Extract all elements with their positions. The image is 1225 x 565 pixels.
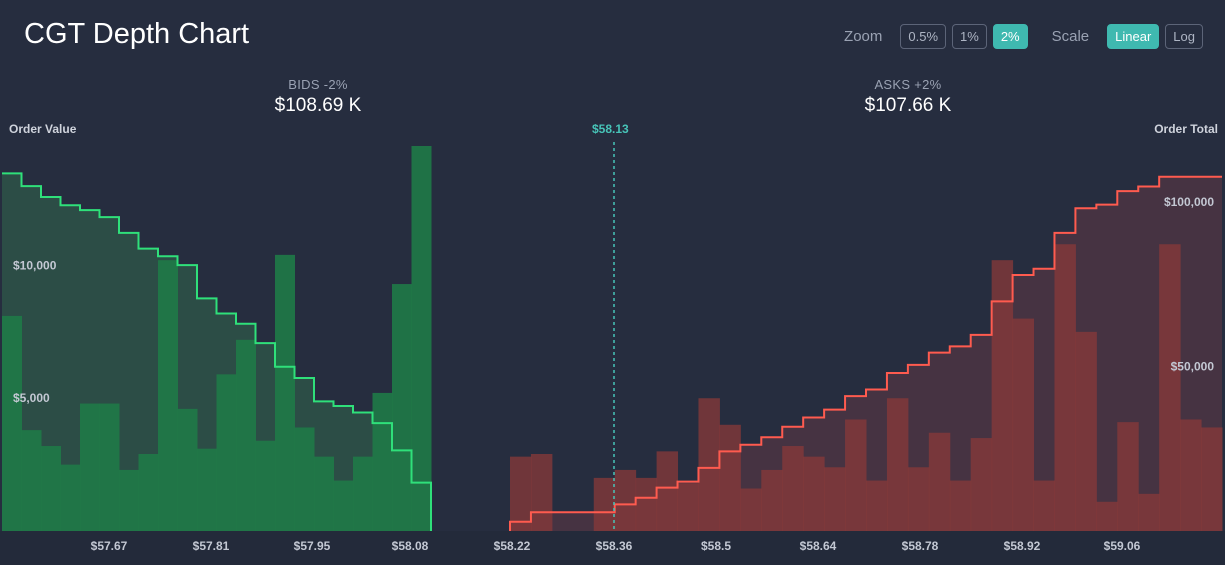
scale-log-button[interactable]: Log [1165, 24, 1203, 49]
ask-bar [698, 398, 720, 531]
ask-bar [740, 488, 762, 531]
zoom-2-button[interactable]: 2% [992, 24, 1028, 49]
left-axis-title: Order Value [9, 122, 77, 136]
bid-bar [275, 254, 295, 532]
ask-bar [1075, 331, 1097, 531]
ask-bar [1033, 480, 1055, 531]
ask-bar [656, 451, 679, 531]
bid-bar [372, 392, 393, 531]
x-axis-tick-label: $58.64 [800, 539, 837, 553]
ask-bar [1054, 244, 1076, 531]
page-title: CGT Depth Chart [24, 18, 250, 50]
ask-bar [886, 398, 909, 531]
ask-bar [824, 467, 846, 531]
asks-summary-label: ASKS +2% [874, 77, 942, 92]
bids-total-line [2, 172, 432, 531]
ask-bar [593, 477, 616, 531]
ask-bar [677, 483, 699, 531]
ask-bar [803, 456, 825, 531]
bid-bar [255, 440, 276, 531]
asks-summary-value: $107.66 K [864, 95, 952, 116]
ask-bar [1117, 422, 1139, 531]
ask-bar [991, 260, 1014, 531]
bid-bar [197, 448, 217, 531]
bid-bar [99, 403, 120, 531]
x-axis-tick-label: $58.08 [392, 539, 429, 553]
ask-bar [1159, 244, 1181, 531]
bid-bar [216, 374, 237, 531]
ask-bar [719, 424, 741, 531]
bid-bar [314, 456, 334, 531]
right-axis-title: Order Total [1154, 122, 1218, 136]
asks-total-line [509, 175, 1222, 531]
ask-bar [928, 432, 951, 531]
ask-bar [866, 480, 888, 531]
scale-linear-button[interactable]: Linear [1107, 24, 1160, 49]
x-axis-tick-label: $59.06 [1104, 539, 1141, 553]
bid-bar [411, 146, 432, 531]
bid-bar [60, 464, 81, 531]
left-axis-tick-label: $5,000 [13, 391, 50, 405]
ask-bar [761, 469, 783, 531]
bid-bar [2, 315, 22, 531]
x-axis-tick-label: $58.22 [494, 539, 531, 553]
bid-bar [236, 339, 256, 531]
bid-bar [21, 430, 42, 531]
bid-bar [294, 427, 315, 531]
zoom-label: Zoom [844, 28, 883, 45]
bid-bar [333, 480, 354, 531]
ask-bar [907, 467, 930, 531]
ask-bar [1012, 318, 1035, 531]
ask-bar [845, 419, 867, 531]
ask-bar [1138, 493, 1160, 531]
bid-bar [80, 403, 100, 531]
x-axis-tick-label: $58.5 [701, 539, 731, 553]
x-axis-tick-label: $57.67 [91, 539, 128, 553]
x-axis-tick-label: $57.95 [294, 539, 331, 553]
ask-bar [614, 469, 637, 531]
asks-summary: ASKS +2% $107.66 K [788, 77, 1028, 117]
bid-bar [119, 469, 139, 531]
bid-bar [177, 408, 198, 531]
x-axis-tick-label: $57.81 [193, 539, 230, 553]
ask-bar [949, 480, 972, 531]
bid-bar [138, 454, 159, 531]
left-axis-tick-label: $10,000 [13, 258, 57, 272]
ask-bar [530, 454, 553, 531]
zoom-0.5-button[interactable]: 0.5% [900, 24, 947, 49]
chart-controls: Zoom 0.5% 1% 2% Scale Linear Log [826, 24, 1203, 49]
bid-bar [41, 446, 61, 531]
x-axis-strip [0, 531, 1225, 565]
ask-bar [782, 446, 804, 531]
right-axis-tick-label: $100,000 [1164, 195, 1214, 209]
mid-price-label: $58.13 [592, 122, 629, 136]
bid-bar [158, 260, 178, 531]
ask-bar [1180, 419, 1202, 531]
zoom-1-button[interactable]: 1% [952, 24, 987, 49]
right-axis-tick-label: $50,000 [1171, 359, 1215, 373]
ask-bar [1201, 427, 1223, 531]
ask-bar [1096, 501, 1118, 531]
ask-bar [970, 438, 993, 531]
x-axis-tick-label: $58.78 [902, 539, 939, 553]
bid-bar [353, 456, 373, 531]
bids-summary: BIDS -2% $108.69 K [198, 77, 438, 117]
bids-summary-label: BIDS -2% [288, 77, 348, 92]
asks-total-area [510, 176, 1222, 531]
bid-bar [392, 284, 412, 531]
ask-bar [635, 477, 658, 531]
x-axis-tick-label: $58.92 [1004, 539, 1041, 553]
bids-summary-value: $108.69 K [274, 95, 362, 116]
x-axis-tick-label: $58.36 [596, 539, 633, 553]
scale-label: Scale [1051, 28, 1090, 45]
ask-bar [510, 456, 532, 531]
